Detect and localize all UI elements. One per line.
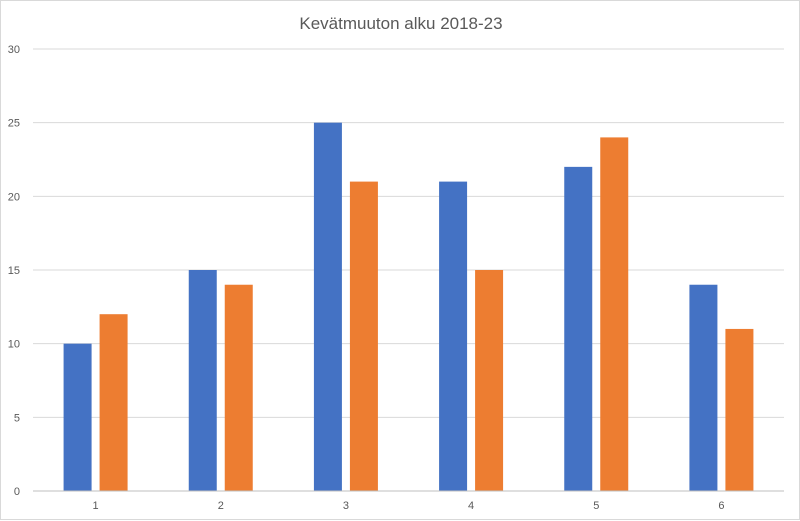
y-tick-label: 25	[8, 118, 20, 130]
y-tick-label: 15	[8, 265, 20, 277]
bar-series2-cat6	[725, 328, 754, 491]
y-axis-ticks: 0 5 10 15 20 25 30	[8, 44, 20, 498]
y-tick-label: 10	[8, 339, 20, 351]
x-tick-label: 6	[718, 500, 724, 512]
x-tick-label: 2	[218, 500, 224, 512]
x-axis-ticks: 1 2 3 4 5 6	[93, 500, 725, 512]
bar-series2-cat4	[475, 270, 504, 491]
bar-series2-cat3	[349, 181, 378, 491]
x-tick-label: 5	[593, 500, 599, 512]
x-tick-label: 4	[468, 500, 474, 512]
bars	[63, 122, 754, 492]
bar-series1-cat2	[188, 270, 217, 491]
bar-series1-cat1	[63, 343, 92, 491]
y-tick-label: 20	[8, 191, 20, 203]
y-tick-label: 30	[8, 44, 20, 56]
bar-series1-cat6	[689, 284, 718, 491]
bar-series1-cat5	[564, 166, 593, 491]
bar-series1-cat3	[313, 122, 342, 492]
gridlines	[33, 48, 784, 418]
y-tick-label: 0	[14, 486, 20, 498]
bar-series2-cat2	[224, 284, 253, 491]
bar-series2-cat1	[99, 314, 128, 491]
y-tick-label: 5	[14, 412, 20, 424]
bar-series1-cat4	[439, 181, 468, 491]
x-tick-label: 1	[93, 500, 99, 512]
chart-title: Kevätmuuton alku 2018-23	[299, 14, 502, 33]
bar-series2-cat5	[600, 137, 629, 491]
x-tick-label: 3	[343, 500, 349, 512]
